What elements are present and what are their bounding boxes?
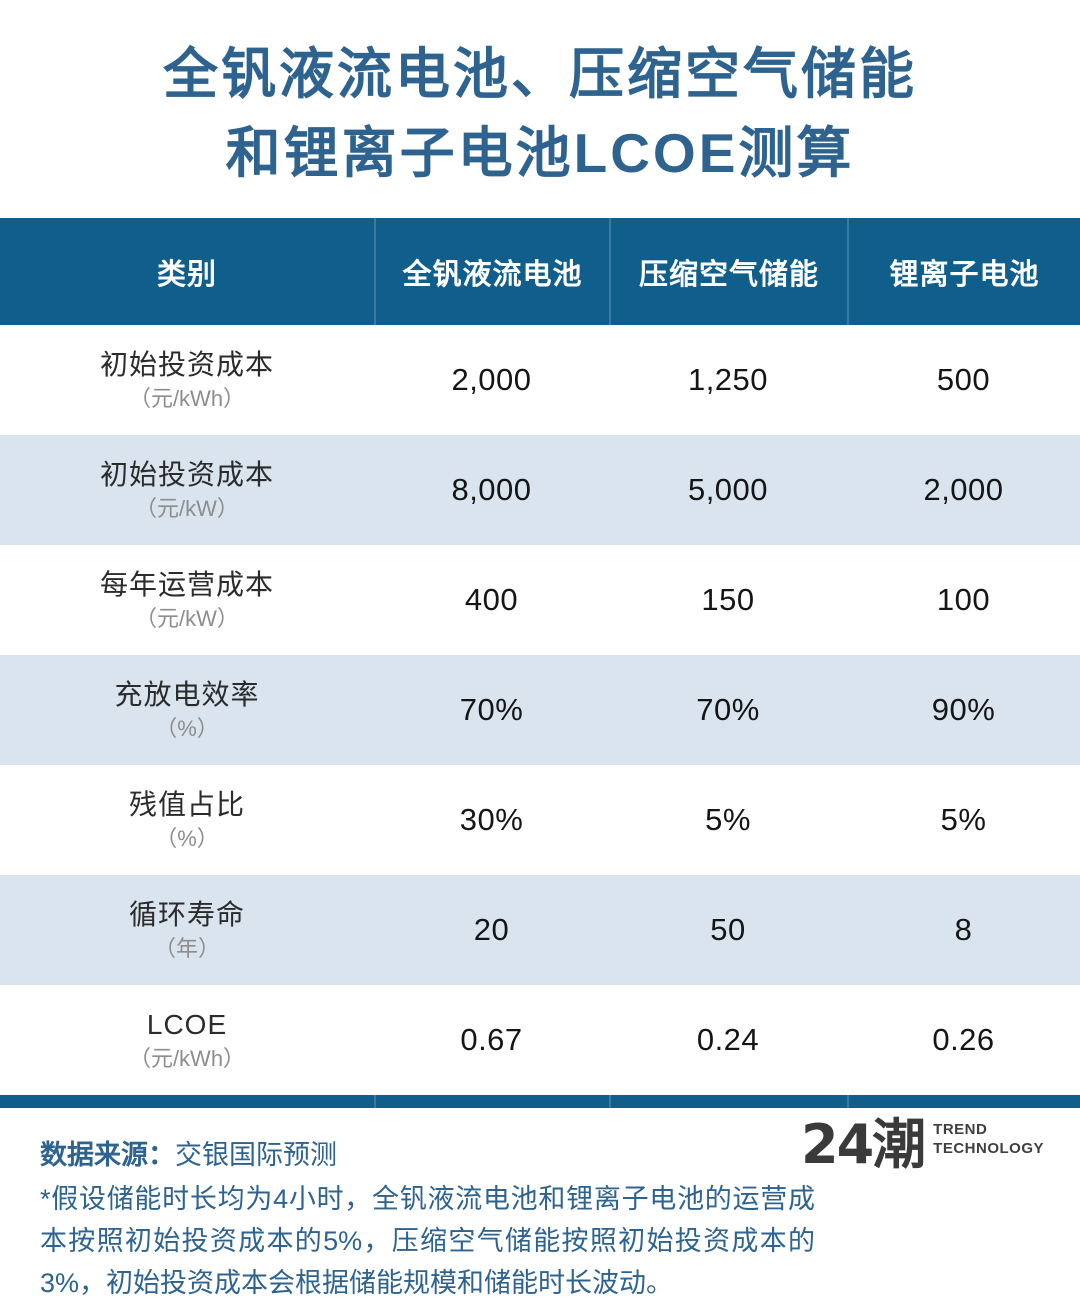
cell-value: 2,000 [451,362,532,397]
table-header-row: 类别 全钒液流电池 压缩空气储能 锂离子电池 [0,218,1080,325]
cell-value: 100 [936,582,991,617]
cell-value: 70% [459,692,524,727]
cell-value: 90% [931,692,996,727]
cell-value: 8 [954,912,973,947]
row-label: LCOE [146,1009,228,1040]
header-cell-lithium-ion: 锂离子电池 [847,218,1080,325]
row-unit: （%） [155,825,219,851]
data-source-line: 数据来源：交银国际预测 [40,1134,1040,1176]
header-cell-compressed-air: 压缩空气储能 [609,218,847,325]
cell-value: 5% [940,802,987,837]
row-unit: （元/kWh） [128,385,246,411]
row-label-cell: 初始投资成本 （元/kW） [0,435,374,545]
cell-value: 8,000 [451,472,532,507]
cell-value: 30% [459,802,524,837]
row-unit: （年） [153,935,220,961]
lcoe-comparison-table: 类别 全钒液流电池 压缩空气储能 锂离子电池 初始投资成本 （元/kWh） 2,… [0,218,1080,1108]
row-label: 充放电效率 [114,679,260,710]
row-label-cell: 初始投资成本 （元/kWh） [0,325,374,435]
data-source-label: 数据来源： [40,1140,175,1170]
cell-value: 1,250 [687,362,769,397]
page-title-line-1: 全钒液流电池、压缩空气储能 [162,43,917,106]
table-row: 残值占比 （%） 30% 5% 5% [0,765,1080,875]
row-unit: （元/kW） [135,495,239,521]
logo-24chao-text: 24潮 [801,1113,926,1176]
brand-logo: 24潮 TREND TECHNOLOGY [801,1118,1044,1172]
cell-value: 2,000 [923,472,1004,507]
table-row: 充放电效率 （%） 70% 70% 90% [0,655,1080,765]
cell-value: 5% [705,802,751,837]
row-label: 残值占比 [128,789,245,820]
row-label-cell: LCOE （元/kWh） [0,985,374,1095]
logo-sub-trend: TREND [933,1121,988,1138]
cell-value: 20 [473,912,510,947]
logo-sub-technology: TECHNOLOGY [933,1139,1044,1157]
table-bottom-bar [0,1095,1080,1108]
row-unit: （元/kWh） [128,1045,246,1071]
page-title-line-2: 和锂离子电池LCOE测算 [225,122,855,184]
row-unit: （%） [155,715,219,741]
header-cell-category: 类别 [156,258,217,291]
cell-value: 150 [701,582,755,617]
row-label: 每年运营成本 [99,569,274,600]
cell-value: 5,000 [687,472,769,507]
row-unit: （元/kW） [135,605,239,631]
cell-value: 400 [464,582,519,617]
footnote: *假设储能时长均为4小时，全钒液流电池和锂离子电池的运营成本按照初始投资成本的5… [40,1184,815,1298]
cell-value: 50 [710,912,746,947]
row-label: 初始投资成本 [99,459,274,490]
row-label-cell: 残值占比 （%） [0,765,374,875]
row-label-cell: 每年运营成本 （元/kW） [0,545,374,655]
table-row: 循环寿命 （年） 20 50 8 [0,875,1080,985]
row-label: 循环寿命 [128,899,245,930]
logo-subtitle: TREND TECHNOLOGY [933,1121,1044,1159]
cell-value: 0.24 [696,1022,760,1057]
cell-value: 500 [936,362,991,397]
data-source-value: 交银国际预测 [175,1140,337,1170]
table-row: 初始投资成本 （元/kW） 8,000 5,000 2,000 [0,435,1080,545]
table-row: 初始投资成本 （元/kWh） 2,000 1,250 500 [0,325,1080,435]
cell-value: 0.26 [932,1022,995,1057]
row-label-cell: 循环寿命 （年） [0,875,374,985]
cell-value: 0.67 [460,1022,523,1057]
cell-value: 70% [696,692,760,727]
table-row: LCOE （元/kWh） 0.67 0.24 0.26 [0,985,1080,1095]
title-block: 全钒液流电池、压缩空气储能 和锂离子电池LCOE测算 [0,0,1080,218]
row-label: 初始投资成本 [99,349,274,380]
row-label-cell: 充放电效率 （%） [0,655,374,765]
table-row: 每年运营成本 （元/kW） 400 150 100 [0,545,1080,655]
header-cell-vanadium-flow: 全钒液流电池 [374,218,609,325]
